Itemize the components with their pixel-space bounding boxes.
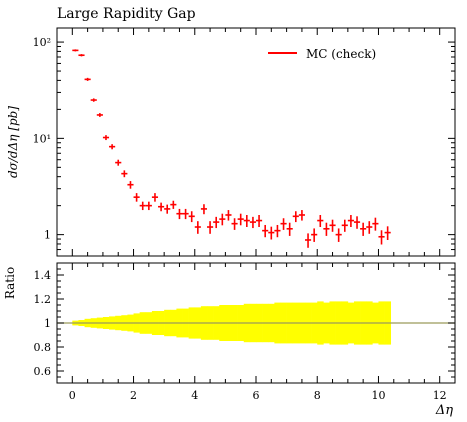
data-point — [194, 221, 201, 234]
ratio-y-tick-label: 1.4 — [34, 269, 52, 282]
x-tick-label: 0 — [69, 389, 76, 402]
data-point — [213, 216, 220, 229]
x-axis-label: Δη — [435, 403, 453, 418]
data-point — [274, 224, 281, 238]
data-point — [231, 218, 238, 230]
chart-title: Large Rapidity Gap — [57, 6, 196, 22]
main-panel: 1 10¹ 10² MC (check) dσ/dΔη [pb] — [6, 27, 456, 257]
data-point — [158, 202, 165, 212]
data-point — [311, 228, 318, 242]
data-point — [366, 221, 373, 234]
data-point — [121, 170, 128, 178]
data-point — [341, 219, 348, 232]
data-point — [151, 193, 159, 202]
data-point — [176, 208, 183, 220]
data-point — [298, 210, 305, 221]
x-tick-label: 6 — [253, 389, 260, 402]
data-point — [292, 211, 299, 223]
ratio-y-tick-label: 1 — [44, 317, 51, 330]
data-point — [286, 222, 293, 236]
ratio-y-tick-label: 0.6 — [34, 365, 52, 378]
ratio-y-tick-label: 0.8 — [34, 341, 52, 354]
data-point — [182, 208, 189, 220]
x-tick-label: 2 — [130, 389, 137, 402]
ratio-y-tick-label: 1.2 — [34, 293, 52, 306]
main-y-tick-label: 10² — [33, 36, 51, 49]
main-y-axis-label: dσ/dΔη [pb] — [6, 106, 20, 178]
data-point — [102, 135, 110, 141]
ratio-y-ticks: 0.6 0.8 1 1.2 1.4 — [34, 262, 455, 384]
main-y-tick-label: 10¹ — [33, 132, 51, 145]
data-point — [256, 214, 263, 228]
data-point — [347, 214, 354, 228]
data-point — [353, 216, 361, 229]
data-point — [188, 211, 195, 223]
data-point — [384, 226, 391, 240]
data-point — [372, 217, 379, 231]
ratio-x-ticks: 0 2 4 6 8 10 12 — [69, 263, 447, 402]
data-point — [329, 219, 336, 232]
data-point — [84, 77, 91, 81]
data-point — [317, 214, 324, 228]
ratio-panel: 0.6 0.8 1 1.2 1.4 0 2 4 6 8 10 12 Ratio Δη — [3, 262, 456, 418]
main-y-ticks: 1 10¹ 10² — [33, 36, 455, 257]
data-point — [78, 54, 85, 57]
data-point — [72, 49, 79, 52]
x-tick-label: 8 — [314, 389, 321, 402]
data-point — [280, 218, 287, 230]
data-points — [72, 49, 391, 248]
data-point — [207, 221, 214, 234]
data-point — [335, 228, 342, 242]
data-point — [139, 201, 146, 211]
main-y-tick-label: 1 — [44, 229, 51, 242]
data-point — [323, 222, 330, 236]
data-point — [360, 222, 367, 236]
x-tick-label: 12 — [433, 389, 447, 402]
legend-label: MC (check) — [306, 47, 376, 61]
data-point — [164, 204, 171, 214]
data-point — [133, 193, 140, 202]
data-point — [243, 214, 250, 228]
data-point — [109, 144, 116, 150]
data-point — [170, 200, 177, 209]
data-point — [115, 159, 122, 166]
data-point — [262, 224, 269, 238]
data-point — [200, 204, 208, 215]
data-point — [90, 98, 97, 102]
x-tick-label: 4 — [191, 389, 198, 402]
ratio-y-axis-label: Ratio — [3, 267, 17, 299]
data-point — [225, 210, 232, 221]
data-point — [219, 213, 226, 226]
data-point — [378, 230, 385, 245]
data-point — [237, 213, 244, 226]
data-point — [268, 226, 275, 240]
data-point — [127, 181, 134, 189]
legend: MC (check) — [268, 47, 376, 61]
x-tick-label: 10 — [371, 389, 385, 402]
data-point — [304, 233, 312, 248]
data-point — [145, 201, 152, 211]
data-point — [249, 216, 256, 229]
main-x-ticks — [71, 28, 441, 256]
data-point — [96, 113, 103, 117]
